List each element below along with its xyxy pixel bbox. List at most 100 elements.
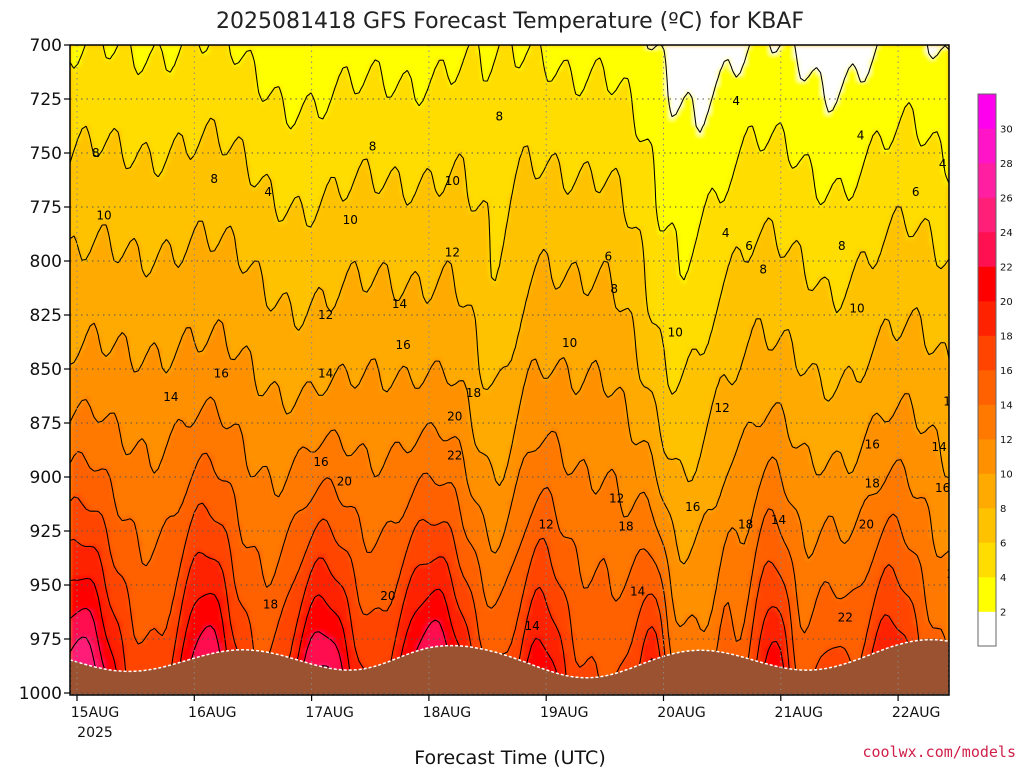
contour-label-45: 18	[958, 524, 973, 538]
contour-label-12: 8	[610, 282, 618, 296]
contour-label-9: 8	[210, 172, 218, 186]
contour-label-1: 4	[732, 94, 740, 108]
colorbar-label-6: 14	[1000, 401, 1013, 412]
y-tick-label-0: 700	[30, 36, 62, 56]
x-tick-sublabel-0: 2025	[77, 725, 113, 741]
contour-label-20: 10	[849, 302, 864, 316]
colorbar-label-12: 26	[1000, 194, 1013, 205]
contour-label-5: 6	[605, 250, 613, 264]
contour-label-52: 22	[838, 610, 853, 624]
contour-line-4	[70, 45, 949, 281]
contour-label-28: 14	[392, 297, 407, 311]
contour-label-30: 14	[524, 619, 539, 633]
colorbar-label-14: 30	[1000, 125, 1013, 136]
x-tick-label-4: 19AUG	[540, 705, 589, 721]
contour-label-34: 16	[214, 366, 229, 380]
colorbar-label-11: 24	[1000, 228, 1013, 239]
colorbar-swatch-6	[978, 404, 996, 440]
credit-label: coolwx.com/models	[862, 743, 1016, 761]
colorbar-label-1: 4	[1000, 573, 1006, 584]
colorbar-label-7: 16	[1000, 366, 1013, 377]
contour-label-38: 16	[865, 438, 880, 452]
y-tick-label-12: 1000	[19, 684, 62, 704]
contour-label-40: 18	[263, 597, 278, 611]
contour-label-44: 18	[865, 476, 880, 490]
contour-line-10	[70, 319, 949, 565]
y-tick-label-8: 900	[30, 468, 62, 488]
contour-label-24: 12	[539, 518, 554, 532]
contour-label-48: 20	[447, 410, 462, 424]
y-tick-label-10: 950	[30, 576, 62, 596]
colorbar-label-3: 8	[1000, 504, 1006, 515]
y-tick-label-11: 975	[30, 630, 62, 650]
contour-label-0: 4	[264, 185, 272, 199]
contour-label-31: 14	[630, 584, 645, 598]
colorbar-swatch-3	[978, 508, 996, 543]
x-axis: 15AUG 2025 16AUG 17AUG 18AUG 19AUG 20AUG 21AUG 2…	[71, 695, 941, 741]
contour-label-22: 12	[445, 245, 460, 259]
y-axis: 700 725 750 775 800 825 850 875 900 925 950 975 1000	[19, 36, 70, 704]
colorbar-swatch-8	[978, 335, 996, 371]
contour-label-16: 10	[343, 213, 358, 227]
contour-label-47: 20	[380, 589, 395, 603]
y-tick-label-5: 825	[30, 306, 62, 326]
colorbar-label-5: 12	[1000, 435, 1013, 446]
colorbar-label-9: 20	[1000, 297, 1013, 308]
x-tick-label-0: 15AUG	[71, 705, 120, 721]
y-tick-label-2: 750	[30, 144, 62, 164]
contour-label-49: 20	[859, 518, 874, 532]
x-tick-label-6: 21AUG	[775, 705, 824, 721]
y-tick-label-4: 800	[30, 252, 62, 272]
contour-label-10: 8	[369, 140, 377, 154]
contour-label-26: 12	[943, 394, 958, 408]
contour-label-41: 18	[466, 386, 481, 400]
colorbar-label-0: 2	[1000, 608, 1006, 619]
contour-label-18: 10	[562, 336, 577, 350]
contour-line-6	[70, 117, 949, 395]
x-tick-label-2: 17AUG	[305, 705, 354, 721]
contour-label-11: 8	[495, 109, 503, 123]
contour-line-2	[646, 45, 949, 133]
contour-line-8	[70, 220, 949, 483]
contour-label-43: 18	[738, 518, 753, 532]
colorbar-swatch-1	[978, 577, 996, 612]
contour-label-42: 18	[618, 520, 633, 534]
colorbar-swatch-2	[978, 542, 996, 578]
colorbar-swatch-10	[978, 266, 996, 302]
colorbar-swatch-13	[978, 163, 996, 198]
contour-label-33: 14	[932, 440, 947, 454]
terrain-shading	[69, 638, 950, 696]
contour-label-35: 16	[313, 455, 328, 469]
contour-label-4: 4	[939, 157, 947, 171]
contour-label-19: 10	[668, 325, 683, 339]
contour-label-3: 4	[722, 226, 730, 240]
contour-label-8: 8	[92, 146, 100, 160]
contour-label-17: 10	[445, 174, 460, 188]
contour-label-6: 6	[745, 239, 753, 253]
y-tick-label-9: 925	[30, 522, 62, 542]
chart-title: 2025081418 GFS Forecast Temperature (ºC)…	[216, 9, 804, 34]
x-tick-label-3: 18AUG	[423, 705, 472, 721]
x-tick-label-7: 22AUG	[892, 705, 941, 721]
contour-label-7: 6	[912, 185, 920, 199]
colorbar-swatch-12	[978, 197, 996, 233]
contour-line-12	[70, 396, 949, 633]
colorbar-label-13: 28	[1000, 159, 1013, 170]
plot-frame	[69, 44, 950, 696]
x-axis-label: Forecast Time (UTC)	[414, 747, 605, 768]
contour-label-32: 14	[771, 513, 786, 527]
y-tick-label-7: 875	[30, 414, 62, 434]
contour-label-15: 10	[96, 209, 111, 223]
colorbar-swatch-14	[978, 128, 996, 164]
contour-label-39: 16	[935, 481, 950, 495]
x-tick-label-5: 20AUG	[657, 705, 706, 721]
contour-label-13: 8	[759, 263, 767, 277]
y-tick-label-6: 850	[30, 360, 62, 380]
contour-label-29: 14	[318, 366, 333, 380]
colorbar-label-10: 22	[1000, 263, 1013, 274]
contour-label-25: 12	[609, 492, 624, 506]
